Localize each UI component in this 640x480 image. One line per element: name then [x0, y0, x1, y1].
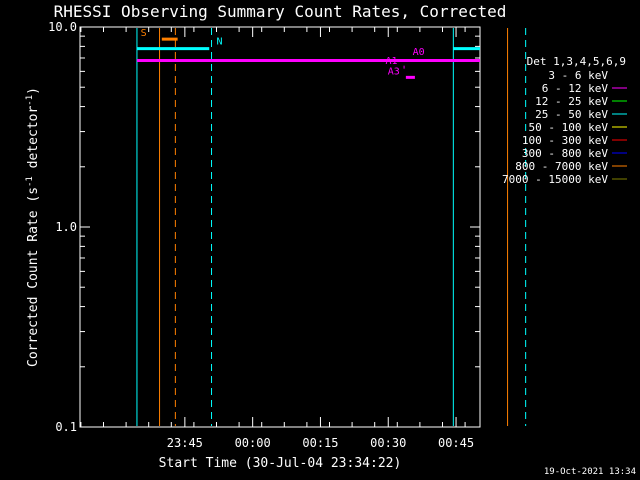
y-tick-label: 10.0 — [48, 20, 77, 34]
legend-entry-label: 7000 - 15000 keV — [502, 173, 608, 186]
y-axis-label-sup2: -1 — [25, 95, 35, 106]
series-group — [136, 37, 480, 79]
legend-entry-label: 100 - 300 keV — [522, 134, 608, 147]
y-tick-label: 0.1 — [55, 420, 77, 434]
legend-entry-label: 50 - 100 keV — [529, 121, 609, 134]
legend-entry-label: 12 - 25 keV — [535, 95, 608, 108]
annotation-label: A0 — [413, 47, 425, 58]
legend-entry-label: 6 - 12 keV — [542, 82, 609, 95]
plot-frame — [79, 26, 481, 428]
annotation-label: S — [141, 28, 147, 39]
annotation-label: N — [216, 36, 222, 47]
legend-entry-label: 25 - 50 keV — [535, 108, 608, 121]
x-tick-label: 00:30 — [370, 436, 406, 450]
x-tick-label: 00:45 — [438, 436, 474, 450]
chart-title: RHESSI Observing Summary Count Rates, Co… — [54, 2, 507, 21]
x-axis-label: Start Time (30-Jul-04 23:34:22) — [159, 456, 402, 471]
x-tick-label: 23:45 — [167, 436, 203, 450]
legend-entry-label: 800 - 7000 keV — [515, 160, 608, 173]
footer-date: 19-Oct-2021 13:34 — [544, 467, 636, 477]
event-lines — [136, 28, 527, 426]
y-axis-label-end: ) — [26, 87, 41, 95]
y-axis-label: Corrected Count Rate (s-1 detector-1) — [25, 87, 41, 367]
annotation-label: A3 — [388, 66, 400, 77]
legend-entry-label: 300 - 800 keV — [522, 147, 608, 160]
y-axis-label-sup1: -1 — [25, 176, 35, 187]
x-tick-label: 00:00 — [235, 436, 271, 450]
y-axis: 0.1 1.0 10.0 — [48, 20, 480, 434]
annotation-label: A1 — [386, 56, 398, 67]
legend-entry-label: 3 - 6 keV — [548, 69, 608, 82]
x-axis: 23:45 00:00 00:15 00:30 00:45 — [80, 27, 474, 450]
x-tick-label: 00:15 — [302, 436, 338, 450]
legend-header: Det 1,3,4,5,6,9 — [527, 55, 626, 68]
y-axis-label-main: Corrected Count Rate (s — [26, 187, 41, 367]
y-tick-label: 1.0 — [55, 220, 77, 234]
y-axis-label-mid: detector — [26, 106, 41, 177]
